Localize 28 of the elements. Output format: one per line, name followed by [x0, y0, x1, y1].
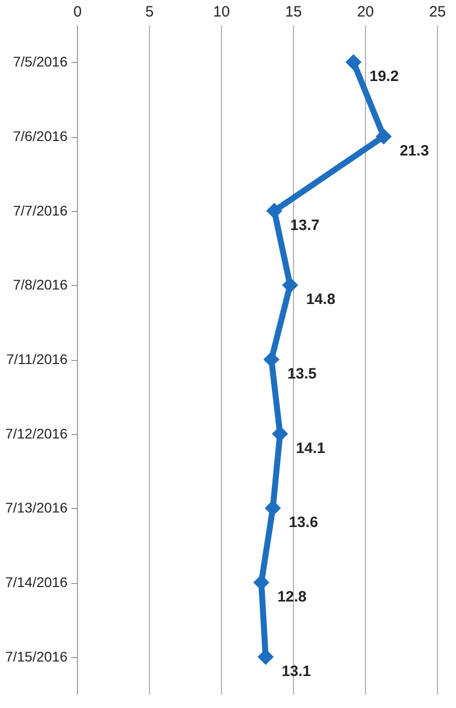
x-tick-label: 10: [213, 4, 230, 20]
data-label: 19.2: [369, 68, 399, 86]
data-label: 21.3: [400, 142, 429, 160]
y-tick-label: 7/14/2016: [5, 574, 68, 590]
data-label: 14.8: [306, 291, 336, 308]
y-tick-label: 7/7/2016: [13, 202, 68, 218]
data-label: 13.6: [288, 514, 318, 532]
data-label: 12.8: [277, 588, 307, 606]
point: [345, 54, 362, 70]
y-tick-label: 7/5/2016: [13, 54, 68, 70]
data-label: 13.1: [282, 662, 311, 680]
y-tick-label: 7/11/2016: [6, 351, 68, 367]
data-label: 13.5: [287, 366, 317, 382]
data-label: 14.1: [296, 440, 326, 457]
x-tick-label: 20: [357, 4, 374, 20]
x-tick-label: 15: [285, 4, 302, 20]
y-tick-label: 7/12/2016: [5, 425, 68, 442]
y-tick-label: 7/13/2016: [5, 500, 68, 516]
x-tick-label: 5: [145, 4, 154, 20]
point: [282, 277, 298, 294]
y-tick-label: 7/8/2016: [13, 276, 68, 293]
point: [376, 128, 392, 145]
data-label: 13.7: [290, 216, 320, 234]
x-tick-label: 25: [429, 4, 446, 20]
x-tick-label: 0: [73, 4, 82, 20]
y-tick-label: 7/15/2016: [5, 648, 68, 664]
point: [266, 202, 282, 219]
y-tick-label: 7/6/2016: [13, 128, 68, 144]
